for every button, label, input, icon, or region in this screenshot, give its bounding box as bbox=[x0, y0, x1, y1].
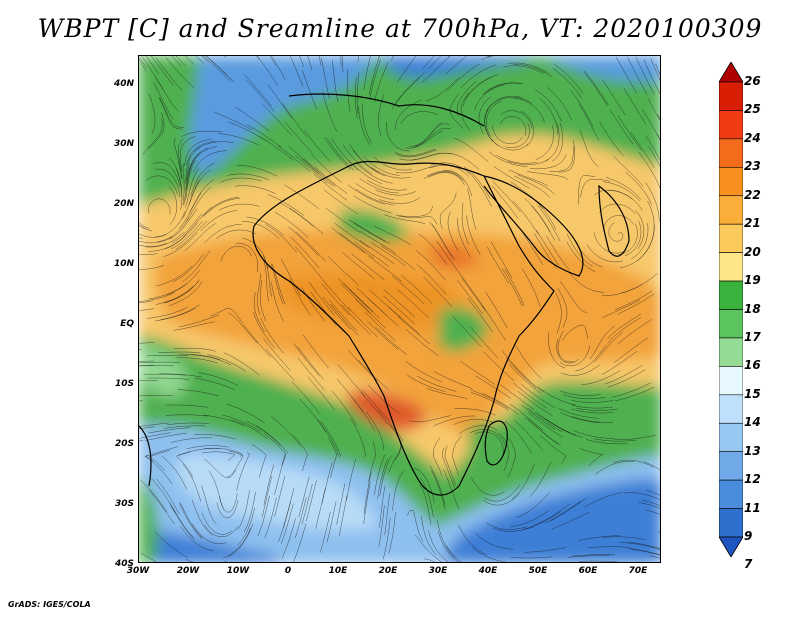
colorbar-label: 22 bbox=[744, 187, 761, 202]
lon-label: 20W bbox=[176, 566, 200, 576]
lat-label: 20S bbox=[114, 439, 134, 449]
colorbar-label: 20 bbox=[744, 244, 761, 259]
lon-label: 50E bbox=[528, 566, 548, 576]
lon-label: 70E bbox=[628, 566, 648, 576]
colorbar-label: 23 bbox=[744, 159, 761, 174]
colorbar-label: 13 bbox=[744, 443, 761, 458]
colorbar-top-arrow bbox=[719, 62, 743, 83]
colorbar-label: 7 bbox=[744, 557, 753, 572]
colorbar-segment bbox=[719, 195, 743, 225]
colorbar-label: 19 bbox=[744, 273, 761, 288]
colorbar-segment bbox=[719, 479, 743, 509]
colorbar-segment bbox=[719, 280, 743, 310]
map-title: WBPT [C] and Sreamline at 700hPa, VT: 20… bbox=[37, 14, 763, 43]
colorbar-segment bbox=[719, 110, 743, 140]
colorbar-bottom-arrow bbox=[719, 536, 743, 557]
lat-label: 40N bbox=[113, 79, 134, 89]
colorbar-label: 16 bbox=[744, 358, 761, 373]
colorbar-label: 15 bbox=[744, 386, 761, 401]
lon-label: 30W bbox=[126, 566, 150, 576]
colorbar-label: 18 bbox=[744, 301, 761, 316]
lat-label: 30N bbox=[113, 139, 134, 149]
lat-label: 30S bbox=[114, 499, 134, 509]
colorbar-segment bbox=[719, 252, 743, 282]
colorbar-segment bbox=[719, 223, 743, 253]
colorbar-label: 24 bbox=[744, 130, 761, 145]
colorbar-segment bbox=[719, 422, 743, 452]
lon-label: 10W bbox=[226, 566, 250, 576]
lat-label: 20N bbox=[113, 199, 134, 209]
coastline-layer bbox=[139, 93, 630, 496]
colorbar-label: 11 bbox=[744, 500, 761, 515]
wbpt-shading bbox=[139, 56, 660, 562]
lon-label: 30E bbox=[428, 566, 448, 576]
colorbar-segment bbox=[719, 366, 743, 396]
colorbar-label: 9 bbox=[744, 529, 753, 543]
lon-label: 60E bbox=[578, 566, 598, 576]
colorbar-label: 25 bbox=[744, 102, 761, 117]
colorbar-label: 12 bbox=[744, 472, 761, 487]
colorbar-segment bbox=[719, 138, 743, 168]
streamlines-layer bbox=[139, 56, 660, 562]
lon-label: 0 bbox=[284, 566, 292, 576]
colorbar-segment bbox=[719, 309, 743, 339]
colorbar-label: 17 bbox=[744, 329, 761, 344]
colorbar-segment bbox=[719, 451, 743, 481]
colorbar bbox=[719, 62, 743, 557]
colorbar-label: 14 bbox=[744, 415, 761, 430]
grads-credit: GrADS: IGES/COLA bbox=[8, 600, 91, 609]
colorbar-label: 21 bbox=[744, 216, 761, 231]
lat-label: 10S bbox=[114, 379, 134, 389]
lon-label: 10E bbox=[328, 566, 348, 576]
wbpt-field-map bbox=[139, 56, 660, 562]
map-panel bbox=[138, 55, 661, 563]
colorbar-label: 26 bbox=[744, 74, 761, 88]
lon-label: 40E bbox=[478, 566, 498, 576]
colorbar-segment bbox=[719, 508, 743, 538]
lat-label: EQ bbox=[120, 319, 134, 329]
colorbar-segment bbox=[719, 337, 743, 367]
colorbar-segment bbox=[719, 81, 743, 111]
colorbar-segment bbox=[719, 167, 743, 197]
lat-label: 40S bbox=[114, 559, 134, 569]
lat-label: 10N bbox=[113, 259, 134, 269]
lon-label: 20E bbox=[378, 566, 398, 576]
colorbar-segment bbox=[719, 394, 743, 424]
